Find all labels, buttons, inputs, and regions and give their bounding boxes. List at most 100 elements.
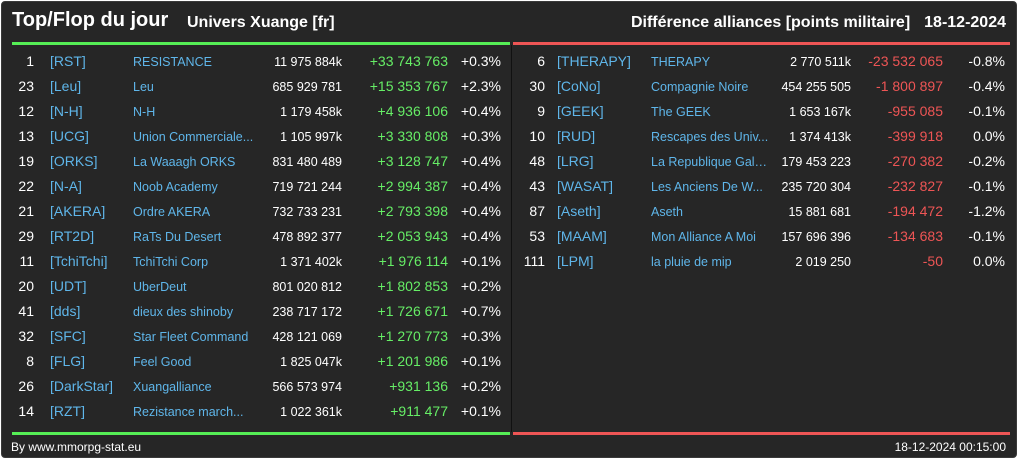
alliance-name-link[interactable]: N-H <box>133 105 156 119</box>
alliance-tag-link[interactable]: [ORKS] <box>50 153 98 169</box>
diff-cell: +1 201 986 <box>377 353 448 369</box>
alliance-name-link[interactable]: UberDeut <box>133 280 187 294</box>
points-cell: 238 717 172 <box>272 305 342 319</box>
alliance-tag-link[interactable]: [LPM] <box>557 253 594 269</box>
alliance-name-link[interactable]: Star Fleet Command <box>133 330 249 344</box>
alliance-tag-link[interactable]: [GEEK] <box>557 103 604 119</box>
alliance-name-link[interactable]: dieux des shinoby <box>133 305 234 319</box>
rank-cell: 30 <box>529 78 545 94</box>
rank-cell: 10 <box>529 128 545 144</box>
points-cell: 2 770 511k <box>790 55 851 69</box>
percent-cell: 0.0% <box>973 128 1005 144</box>
alliance-name-link[interactable]: la pluie de mip <box>651 255 732 269</box>
table-row: 19 [ORKS] La Waaagh ORKS 831 480 489 +3 128 … <box>12 148 510 173</box>
diff-cell: +33 743 763 <box>369 53 448 69</box>
percent-cell: +0.1% <box>460 353 501 369</box>
rank-cell: 41 <box>18 303 34 319</box>
percent-cell: 0.0% <box>973 253 1005 269</box>
table-row: 43 [WASAT] Les Anciens De W... 235 720 304 -… <box>514 173 1010 198</box>
alliance-name-link[interactable]: La Waaagh ORKS <box>133 155 236 169</box>
alliance-name-link[interactable]: Xuangalliance <box>133 380 212 394</box>
alliance-tag-link[interactable]: [MAAM] <box>557 228 607 244</box>
alliance-tag-link[interactable]: [RUD] <box>557 128 596 144</box>
table-row: 29 [RT2D] RaTs Du Desert 478 892 377 +2 053 … <box>12 223 510 248</box>
points-cell: 478 892 377 <box>272 230 342 244</box>
alliance-name-link[interactable]: The GEEK <box>651 105 711 119</box>
alliance-tag-link[interactable]: [DarkStar] <box>50 378 114 394</box>
rank-cell: 23 <box>18 78 34 94</box>
bottom-separator-red <box>513 432 1010 435</box>
percent-cell: -0.1% <box>968 178 1005 194</box>
alliance-tag-link[interactable]: [RZT] <box>50 403 85 419</box>
alliance-name-link[interactable]: Rescapes des Univ... <box>651 130 769 144</box>
rank-cell: 43 <box>529 178 545 194</box>
alliance-tag-link[interactable]: [N-A] <box>50 178 82 194</box>
alliance-name-link[interactable]: TchiTchi Corp <box>133 255 209 269</box>
diff-cell: -50 <box>922 253 943 269</box>
rank-cell: 8 <box>26 353 34 369</box>
alliance-name-link[interactable]: THERAPY <box>651 55 711 69</box>
alliance-name-link[interactable]: Rezistance march... <box>133 405 244 419</box>
diff-cell: +2 793 398 <box>377 203 448 219</box>
column-divider <box>511 45 512 432</box>
alliance-tag-link[interactable]: [Leu] <box>50 78 82 94</box>
diff-cell: -194 472 <box>887 203 943 219</box>
alliance-tag-link[interactable]: [FLG] <box>50 353 86 369</box>
footer-credit[interactable]: By www.mmorpg-stat.eu <box>11 440 142 454</box>
diff-cell: +1 726 671 <box>377 303 448 319</box>
rank-cell: 11 <box>19 253 34 269</box>
points-cell: 831 480 489 <box>272 155 342 169</box>
alliance-tag-link[interactable]: [N-H] <box>50 103 83 119</box>
alliance-tag-link[interactable]: [dds] <box>50 303 81 319</box>
table-row: 13 [UCG] Union Commerciale... 1 105 997k +3 … <box>12 123 510 148</box>
alliance-name-link[interactable]: Noob Academy <box>133 180 218 194</box>
alliance-name-link[interactable]: RESISTANCE <box>133 55 212 69</box>
alliance-tag-link[interactable]: [LRG] <box>557 153 594 169</box>
alliance-name-link[interactable]: Ordre AKERA <box>133 205 211 219</box>
diff-cell: +2 994 387 <box>377 178 448 194</box>
alliance-tag-link[interactable]: [RST] <box>50 53 86 69</box>
alliance-tag-link[interactable]: [SFC] <box>50 328 86 344</box>
points-cell: 157 696 396 <box>781 230 851 244</box>
percent-cell: -0.2% <box>968 153 1005 169</box>
alliance-name-link[interactable]: Leu <box>133 80 154 94</box>
diff-cell: +1 976 114 <box>378 253 448 269</box>
alliance-tag-link[interactable]: [UCG] <box>50 128 89 144</box>
points-cell: 685 929 781 <box>272 80 342 94</box>
percent-cell: -0.4% <box>968 78 1005 94</box>
alliance-name-link[interactable]: Feel Good <box>133 355 192 369</box>
table-row: 32 [SFC] Star Fleet Command 428 121 069 +1 2… <box>12 323 510 348</box>
alliance-name-link[interactable]: Compagnie Noire <box>651 80 749 94</box>
alliance-tag-link[interactable]: [TchiTchi] <box>50 253 108 269</box>
rank-cell: 1 <box>26 53 34 69</box>
percent-cell: +0.3% <box>460 328 501 344</box>
alliance-tag-link[interactable]: [THERAPY] <box>557 53 631 69</box>
alliance-tag-link[interactable]: [RT2D] <box>50 228 95 244</box>
points-cell: 1 179 458k <box>280 105 342 119</box>
alliance-tag-link[interactable]: [Aseth] <box>557 203 601 219</box>
percent-cell: +0.1% <box>460 403 501 419</box>
top-gainers-list: 1 [RST] RESISTANCE 11 975 884k +33 743 763 +0… <box>12 48 510 423</box>
alliance-name-link[interactable]: RaTs Du Desert <box>133 230 222 244</box>
alliance-name-link[interactable]: Les Anciens De W... <box>651 180 763 194</box>
percent-cell: +0.4% <box>460 228 501 244</box>
header: Top/Flop du jour Univers Xuange [fr] Dif… <box>2 2 1016 42</box>
alliance-name-link[interactable]: Aseth <box>651 205 683 219</box>
table-row: 26 [DarkStar] Xuangalliance 566 573 974 +931… <box>12 373 510 398</box>
alliance-name-link[interactable]: Mon Alliance A Moi <box>651 230 756 244</box>
subtitle: Différence alliances [points militaire] <box>630 14 911 31</box>
rank-cell: 21 <box>18 203 34 219</box>
alliance-name-link[interactable]: Union Commerciale... <box>133 130 254 144</box>
alliance-name-link[interactable]: La Republique Gala... <box>651 155 771 169</box>
table-row: 10 [RUD] Rescapes des Univ... 1 374 413k -39… <box>514 123 1010 148</box>
diff-cell: +2 053 943 <box>377 228 448 244</box>
alliance-tag-link[interactable]: [WASAT] <box>557 178 613 194</box>
alliance-tag-link[interactable]: [UDT] <box>50 278 87 294</box>
alliance-tag-link[interactable]: [CoNo] <box>557 78 601 94</box>
points-cell: 1 371 402k <box>280 255 342 269</box>
rank-cell: 48 <box>529 153 545 169</box>
table-row: 30 [CoNo] Compagnie Noire 454 255 505 -1 800… <box>514 73 1010 98</box>
points-cell: 11 975 884k <box>274 55 342 69</box>
alliance-tag-link[interactable]: [AKERA] <box>50 203 106 219</box>
top-losers-list: 6 [THERAPY] THERAPY 2 770 511k -23 532 065 -0… <box>514 48 1010 273</box>
